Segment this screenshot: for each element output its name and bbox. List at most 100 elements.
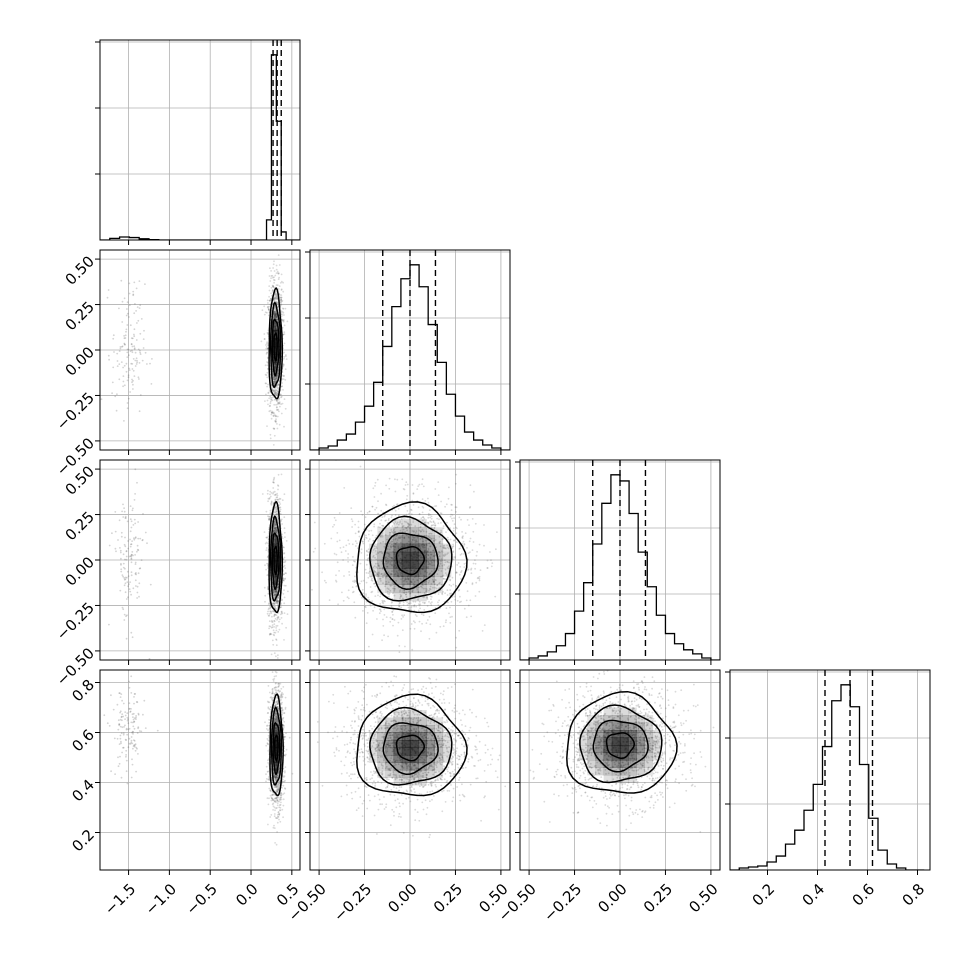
scatter-point xyxy=(264,338,266,340)
scatter-point xyxy=(264,587,266,589)
scatter-point xyxy=(284,561,286,563)
scatter-point-outlier xyxy=(124,384,126,386)
scatter-point-outlier xyxy=(126,329,128,331)
scatter-point xyxy=(287,321,289,323)
scatter-point-outlier xyxy=(131,571,133,573)
histogram-step-line xyxy=(100,55,300,240)
scatter-point xyxy=(273,634,275,636)
scatter-point xyxy=(283,314,285,316)
scatter-point xyxy=(269,512,271,514)
scatter-point-outlier xyxy=(113,351,115,353)
scatter-point xyxy=(281,617,283,619)
scatter-point xyxy=(280,507,282,509)
scatter-point xyxy=(276,284,278,286)
scatter-point xyxy=(282,389,284,391)
scatter-point xyxy=(283,589,285,591)
scatter-point xyxy=(266,361,268,363)
scatter-point xyxy=(268,779,270,781)
scatter-point-outlier xyxy=(126,356,128,358)
scatter-point xyxy=(281,714,283,716)
scatter-point xyxy=(281,315,283,317)
scatter-point xyxy=(275,418,277,420)
scatter-point xyxy=(274,689,276,691)
scatter-point-outlier xyxy=(151,358,153,360)
scatter-point xyxy=(273,279,275,281)
scatter-point xyxy=(268,296,270,298)
scatter-point-outlier xyxy=(121,361,123,363)
scatter-point-outlier xyxy=(126,315,128,317)
scatter-point xyxy=(285,368,287,370)
scatter-point-outlier xyxy=(130,530,132,532)
scatter-point xyxy=(282,291,284,293)
scatter-point xyxy=(283,781,285,783)
scatter-point xyxy=(284,527,286,529)
scatter-points xyxy=(108,447,289,660)
scatter-point xyxy=(269,606,271,608)
scatter-point-outlier xyxy=(143,338,145,340)
scatter-point xyxy=(269,267,271,269)
scatter-point-outlier xyxy=(136,357,138,359)
scatter-point-outlier xyxy=(137,592,139,594)
scatter-point xyxy=(267,384,269,386)
scatter-point xyxy=(279,424,281,426)
scatter-point xyxy=(269,491,271,493)
scatter-point xyxy=(273,404,275,406)
scatter-point-outlier xyxy=(134,468,136,470)
scatter-point-outlier xyxy=(117,360,119,362)
scatter-point xyxy=(273,444,275,446)
scatter-point xyxy=(275,632,277,634)
scatter-point-outlier xyxy=(128,316,130,318)
scatter-point xyxy=(273,243,275,245)
scatter-point xyxy=(271,665,273,667)
scatter-point xyxy=(278,277,280,279)
scatter-point xyxy=(270,434,272,436)
scatter-point xyxy=(279,501,281,503)
scatter-point-outlier xyxy=(131,343,133,345)
scatter-point xyxy=(287,613,289,615)
scatter-point-outlier xyxy=(126,638,128,640)
scatter-point-outlier xyxy=(130,544,132,546)
scatter-point xyxy=(265,348,267,350)
scatter-point xyxy=(269,613,271,615)
scatter-point-outlier xyxy=(126,577,128,579)
scatter-point-outlier xyxy=(126,556,128,558)
scatter-point-outlier xyxy=(136,360,138,362)
scatter-point xyxy=(284,585,286,587)
scatter-point xyxy=(273,263,275,265)
scatter-point-outlier xyxy=(127,540,129,542)
scatter-point xyxy=(283,805,285,807)
scatter-point-outlier xyxy=(108,359,110,361)
scatter-point xyxy=(267,400,269,402)
scatter-point-outlier xyxy=(146,542,148,544)
scatter-point-outlier xyxy=(119,547,121,549)
scatter-point xyxy=(283,356,285,358)
scatter-point xyxy=(281,386,283,388)
scatter-point-outlier xyxy=(132,338,134,340)
scatter-point xyxy=(272,481,274,483)
scatter-point-outlier xyxy=(138,582,140,584)
scatter-point xyxy=(279,406,281,408)
scatter-point-outlier xyxy=(139,538,141,540)
scatter-point-outlier xyxy=(129,283,131,285)
scatter-point-outlier xyxy=(122,574,124,576)
scatter-point xyxy=(278,288,280,290)
scatter-point-outlier xyxy=(133,537,135,539)
scatter-point-outlier xyxy=(125,334,127,336)
scatter-point-outlier xyxy=(130,632,132,634)
scatter-point xyxy=(284,597,286,599)
scatter-point xyxy=(281,382,283,384)
scatter-point-outlier xyxy=(120,558,122,560)
scatter-point xyxy=(267,490,269,492)
scatter-point-outlier xyxy=(101,398,103,400)
scatter-point xyxy=(285,766,287,768)
scatter-point xyxy=(281,519,283,521)
scatter-point-outlier xyxy=(129,391,131,393)
scatter-point-outlier xyxy=(116,353,118,355)
scatter-point-outlier xyxy=(114,396,116,398)
scatter-point xyxy=(276,423,278,425)
scatter-point xyxy=(268,603,270,605)
scatter-point-outlier xyxy=(138,596,140,598)
scatter-point xyxy=(265,781,267,783)
scatter-point xyxy=(286,358,288,360)
scatter-point xyxy=(283,580,285,582)
